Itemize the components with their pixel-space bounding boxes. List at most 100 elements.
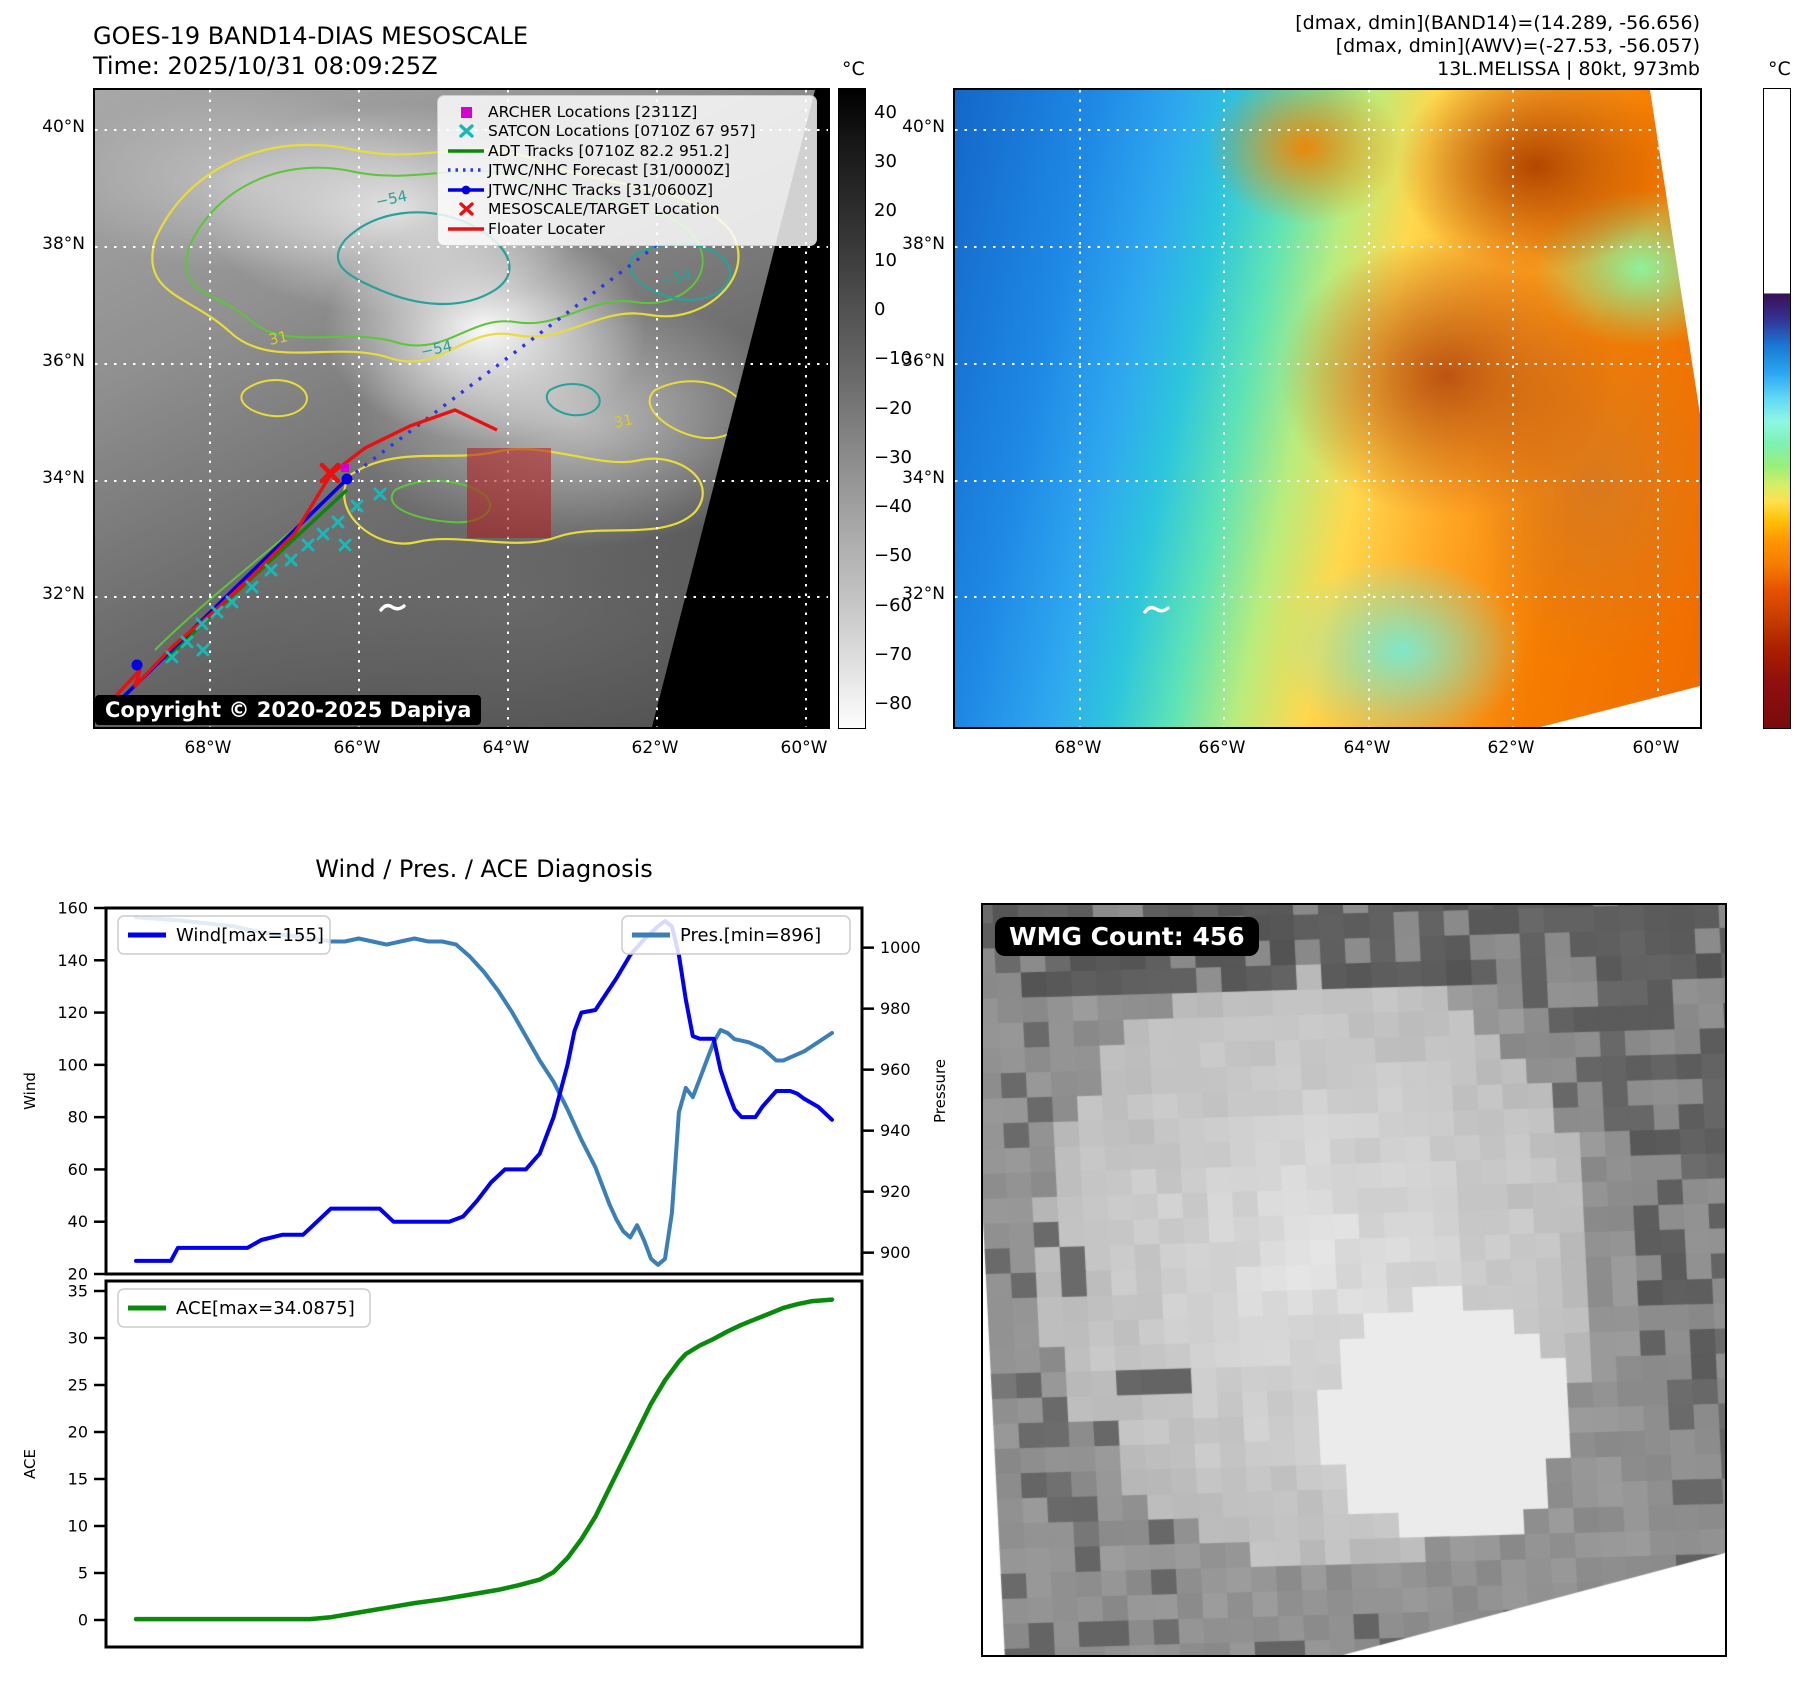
lon-label: 64°W — [482, 738, 530, 758]
svg-text:5: 5 — [78, 1564, 88, 1583]
lon-label: 68°W — [184, 738, 232, 758]
legend-item-label: ARCHER Locations [2311Z] — [488, 102, 698, 121]
lat-label: 34°N — [42, 468, 85, 488]
x-legend-icon — [446, 123, 488, 139]
lat-label: 34°N — [902, 468, 945, 488]
band14-satellite-map: −54 −54 −54 31 31 ARCHER Locations [2311Z] SA… — [93, 88, 830, 729]
svg-text:900: 900 — [880, 1243, 911, 1262]
wind-axis-label: Wind — [21, 1072, 39, 1110]
legend-item: MESOSCALE/TARGET Location — [446, 200, 808, 220]
x-legend-icon — [446, 201, 488, 217]
dotted-legend-icon — [446, 162, 488, 178]
colorbar-tick-label: −20 — [874, 397, 912, 419]
svg-text:−54: −54 — [374, 187, 409, 211]
line-dot-legend-icon — [446, 182, 488, 198]
lat-label: 40°N — [902, 117, 945, 137]
colorbar-tick-label: −30 — [874, 446, 912, 468]
legend-item-label: SATCON Locations [0710Z 67 957] — [488, 122, 756, 141]
lon-label: 62°W — [1487, 738, 1535, 758]
lat-label: 38°N — [42, 234, 85, 254]
svg-text:−54: −54 — [419, 337, 454, 361]
svg-text:Pres.[min=896]: Pres.[min=896] — [680, 925, 821, 946]
svg-text:940: 940 — [880, 1121, 911, 1140]
band14-map-overlay: −54 −54 −54 31 31 — [95, 90, 828, 727]
colorbar-tick-label: −50 — [874, 545, 912, 567]
colorbar-tick-label: −80 — [874, 693, 912, 715]
svg-text:120: 120 — [57, 1003, 88, 1022]
legend-item-label: Floater Locater — [488, 219, 605, 238]
wmg-count-badge: WMG Count: 456 — [995, 917, 1259, 956]
copyright-badge: Copyright © 2020-2025 Dapiya — [95, 695, 482, 725]
ace-axis-label: ACE — [21, 1449, 39, 1479]
wmg-microwave-panel: WMG Count: 456 — [981, 903, 1727, 1657]
svg-text:160: 160 — [57, 899, 88, 918]
lon-label: 66°W — [333, 738, 381, 758]
svg-text:10: 10 — [68, 1517, 88, 1536]
legend-item-label: JTWC/NHC Forecast [31/0000Z] — [488, 161, 731, 180]
legend-item: JTWC/NHC Forecast [31/0000Z] — [446, 161, 808, 181]
svg-text:80: 80 — [68, 1108, 88, 1127]
legend-item: ARCHER Locations [2311Z] — [446, 102, 808, 122]
colorbar-tick-label: −70 — [874, 644, 912, 666]
pressure-axis-label: Pressure — [931, 1058, 949, 1124]
wmg-mosaic-image — [983, 905, 1725, 1655]
legend-item-label: MESOSCALE/TARGET Location — [488, 200, 720, 219]
lon-label: 64°W — [1343, 738, 1391, 758]
svg-text:960: 960 — [880, 1060, 911, 1079]
lat-label: 36°N — [902, 351, 945, 371]
lat-label: 40°N — [42, 117, 85, 137]
svg-text:20: 20 — [68, 1423, 88, 1442]
svg-text:140: 140 — [57, 951, 88, 970]
svg-text:20: 20 — [68, 1265, 88, 1284]
lat-label: 38°N — [902, 234, 945, 254]
lon-label: 66°W — [1198, 738, 1246, 758]
svg-text:100: 100 — [57, 1055, 88, 1074]
colorbar-tick-label: 20 — [874, 200, 897, 222]
page-title: GOES-19 BAND14-DIAS MESOSCALE — [93, 22, 529, 50]
line-legend-icon — [446, 221, 488, 237]
awv-satellite-map — [953, 88, 1702, 729]
colorbar-tick-label: −60 — [874, 594, 912, 616]
colorbar-unit-left: °C — [842, 58, 865, 80]
ace-chart: 35 30 25 20 15 10 5 0 ACE[max=34.0875] — [68, 1279, 864, 1651]
lat-label: 32°N — [902, 584, 945, 604]
stat-band14: [dmax, dmin](BAND14)=(14.289, -56.656) — [1295, 12, 1700, 34]
svg-text:0: 0 — [78, 1611, 88, 1630]
lon-label: 60°W — [780, 738, 828, 758]
legend-item-label: JTWC/NHC Tracks [31/0600Z] — [488, 180, 714, 199]
line-legend-icon — [446, 143, 488, 159]
svg-text:30: 30 — [68, 1329, 88, 1348]
svg-text:ACE[max=34.0875]: ACE[max=34.0875] — [176, 1298, 355, 1319]
svg-text:1000: 1000 — [880, 938, 921, 957]
svg-text:31: 31 — [612, 410, 634, 432]
svg-text:25: 25 — [68, 1376, 88, 1395]
svg-text:40: 40 — [68, 1212, 88, 1231]
awv-map-overlay — [955, 90, 1700, 727]
svg-text:Wind[max=155]: Wind[max=155] — [176, 925, 324, 946]
legend-item: SATCON Locations [0710Z 67 957] — [446, 122, 808, 142]
colorbar-tick-label: 30 — [874, 150, 897, 172]
legend-item: ADT Tracks [0710Z 82.2 951.2] — [446, 141, 808, 161]
svg-text:60: 60 — [68, 1160, 88, 1179]
stat-awv: [dmax, dmin](AWV)=(-27.53, -56.057) — [1335, 35, 1700, 57]
colorbar-tick-label: −10 — [874, 348, 912, 370]
timestamp: Time: 2025/10/31 08:09:25Z — [93, 52, 438, 80]
colorbar-tick-label: 40 — [874, 101, 897, 123]
legend-item: JTWC/NHC Tracks [31/0600Z] — [446, 180, 808, 200]
lon-label: 62°W — [631, 738, 679, 758]
storm-id: 13L.MELISSA | 80kt, 973mb — [1437, 58, 1700, 80]
svg-text:−54: −54 — [659, 266, 694, 290]
legend-item: Floater Locater — [446, 219, 808, 239]
colorbar-unit-right: °C — [1768, 58, 1791, 80]
lat-label: 32°N — [42, 584, 85, 604]
svg-text:35: 35 — [68, 1282, 88, 1301]
lon-label: 68°W — [1054, 738, 1102, 758]
colorbar-tick-label: 10 — [874, 249, 897, 271]
lat-label: 36°N — [42, 351, 85, 371]
colorbar-tick-label: 0 — [874, 298, 886, 320]
awv-colorbar — [1763, 88, 1791, 729]
svg-text:920: 920 — [880, 1182, 911, 1201]
charts-title: Wind / Pres. / ACE Diagnosis — [315, 855, 653, 883]
svg-text:980: 980 — [880, 999, 911, 1018]
lon-label: 60°W — [1632, 738, 1680, 758]
